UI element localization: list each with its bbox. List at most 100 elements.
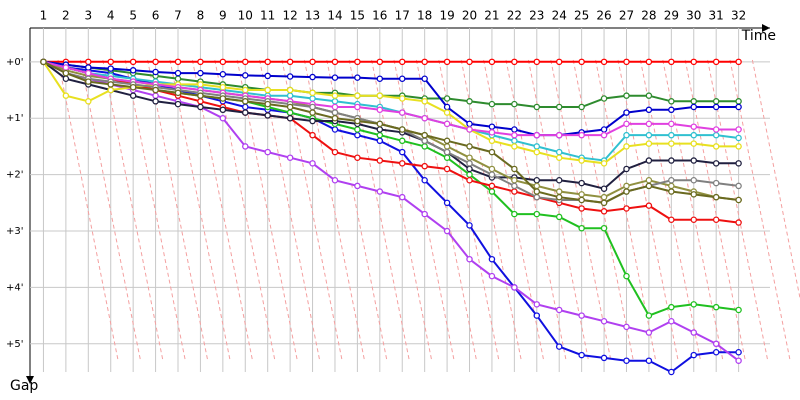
lap-guide (147, 59, 209, 361)
point (735, 103, 742, 111)
point (85, 64, 92, 71)
point (129, 58, 137, 66)
point (242, 143, 249, 150)
point (712, 143, 720, 150)
point (443, 58, 451, 66)
point (690, 351, 698, 359)
y-axis-label: Gap (10, 378, 38, 394)
point (376, 137, 384, 145)
lap-guide (169, 59, 231, 361)
point (466, 171, 473, 178)
point (623, 143, 630, 150)
point (623, 120, 630, 128)
point (645, 140, 653, 147)
x-tick-label: 4 (107, 9, 115, 23)
x-tick-label: 14 (327, 9, 342, 23)
point (398, 95, 406, 102)
point (85, 69, 92, 77)
point (331, 103, 339, 111)
x-tick-label: 27 (619, 9, 634, 23)
point (376, 188, 384, 195)
point (174, 89, 182, 97)
point (488, 182, 496, 190)
x-tick-label: 28 (641, 9, 656, 23)
x-tick-label: 2 (62, 9, 70, 23)
point (488, 148, 496, 156)
x-tick-label: 22 (507, 9, 522, 23)
point (443, 165, 451, 173)
point (555, 103, 563, 111)
point (735, 160, 742, 167)
point (354, 182, 361, 190)
point (533, 188, 541, 195)
point (466, 98, 473, 105)
point (645, 92, 653, 99)
point (174, 58, 182, 66)
point (488, 188, 496, 195)
point (668, 188, 675, 195)
point (712, 160, 720, 167)
point (398, 193, 406, 201)
point (645, 106, 653, 114)
point (152, 98, 159, 105)
series-line (43, 60, 739, 204)
point (354, 131, 361, 139)
point (735, 357, 742, 364)
point (219, 58, 227, 66)
point (690, 191, 698, 198)
point (443, 199, 451, 207)
point (286, 73, 294, 80)
lap-guide (102, 59, 164, 361)
point (421, 98, 428, 105)
point (623, 165, 630, 173)
point (511, 100, 518, 108)
x-tick-label: 6 (152, 9, 160, 23)
lap-guide (550, 59, 612, 361)
x-tick-label: 12 (282, 9, 297, 23)
point (242, 58, 249, 66)
point (578, 179, 585, 187)
x-tick-label: 18 (417, 9, 432, 23)
point (376, 92, 384, 99)
point (62, 69, 70, 77)
y-tick-label: +3' (6, 226, 24, 237)
x-tick-label: 7 (174, 9, 182, 23)
point (443, 109, 451, 116)
point (712, 340, 720, 348)
point (600, 199, 608, 207)
point (488, 123, 496, 130)
point (398, 109, 406, 116)
y-tick-label: +1' (6, 113, 24, 124)
x-tick-label: 8 (197, 9, 205, 23)
point (443, 103, 451, 111)
point (533, 131, 541, 139)
point (376, 131, 384, 139)
point (242, 86, 249, 94)
point (309, 73, 316, 81)
point (668, 120, 675, 128)
series (40, 58, 742, 207)
point (197, 103, 204, 111)
x-axis-arrow (762, 24, 770, 32)
point (668, 58, 675, 66)
point (555, 343, 563, 350)
point (421, 75, 428, 83)
point (398, 126, 406, 133)
point (152, 58, 159, 66)
lap-guide (191, 59, 253, 361)
point (488, 137, 496, 145)
point (421, 162, 428, 170)
point (286, 154, 294, 161)
point (62, 75, 70, 83)
point (600, 354, 608, 362)
point (712, 131, 720, 139)
point (668, 157, 675, 164)
point (331, 177, 339, 184)
point (555, 148, 563, 156)
x-tick-label: 5 (129, 9, 137, 23)
point (354, 117, 361, 125)
point (129, 92, 137, 99)
point (331, 109, 339, 116)
x-tick-label: 26 (596, 9, 611, 23)
point (690, 103, 698, 111)
